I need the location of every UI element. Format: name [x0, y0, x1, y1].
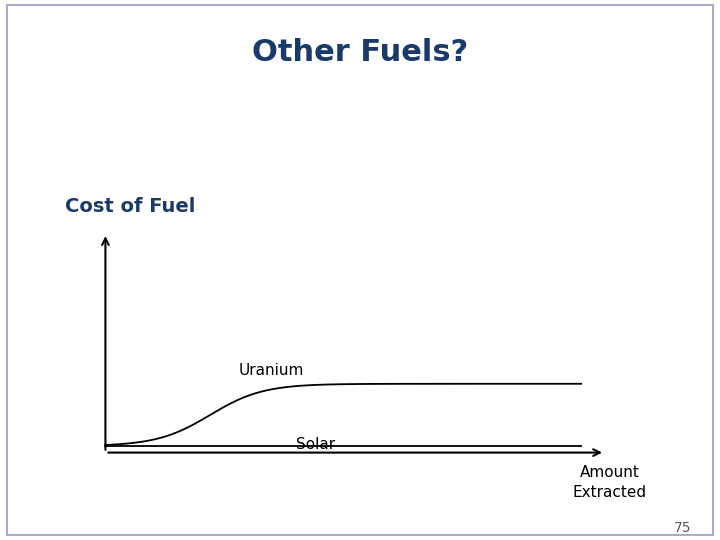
Text: Cost of Fuel: Cost of Fuel [65, 197, 195, 216]
Text: Amount
Extracted: Amount Extracted [572, 465, 647, 500]
Text: Other Fuels?: Other Fuels? [252, 38, 468, 67]
Text: Solar: Solar [296, 436, 335, 451]
Text: 75: 75 [674, 521, 691, 535]
Text: Uranium: Uranium [238, 363, 304, 379]
